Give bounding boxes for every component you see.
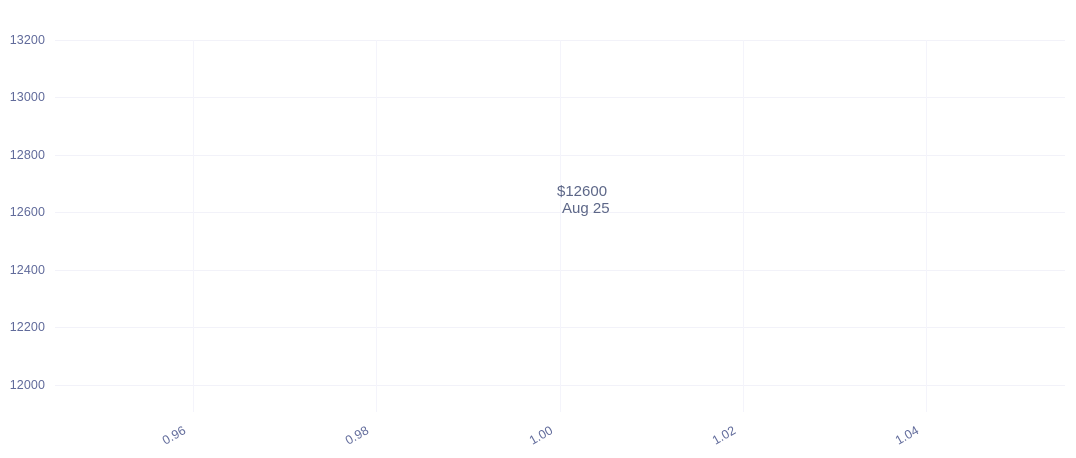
y-axis-tick-label: 12000 <box>9 378 45 392</box>
data-point-annotation: $12600 Aug 25 <box>557 183 610 217</box>
y-axis-tick-label: 13000 <box>9 90 45 104</box>
y-axis-tick-label: 12800 <box>9 148 45 162</box>
y-axis-tick-label: 12400 <box>9 263 45 277</box>
x-axis-tick-label: 1.02 <box>709 423 739 448</box>
y-axis-tick-label: 12200 <box>9 320 45 334</box>
gridline-vertical <box>926 40 927 412</box>
gridline-vertical <box>193 40 194 412</box>
x-axis-tick-label: 0.96 <box>159 423 189 448</box>
gridline-vertical <box>560 40 561 412</box>
x-axis-tick-label: 1.00 <box>526 423 556 448</box>
x-axis-tick-label: 0.98 <box>342 423 372 448</box>
annotation-date: Aug 25 <box>562 200 610 217</box>
annotation-value: $12600 <box>557 183 608 200</box>
gridline-vertical <box>376 40 377 412</box>
plot-area: 13200 13000 12800 12600 12400 12200 1200… <box>10 34 1065 412</box>
gridline-vertical <box>743 40 744 412</box>
y-axis-tick-label: 13200 <box>9 33 45 47</box>
x-axis-tick-label: 1.04 <box>892 423 922 448</box>
y-axis-tick-label: 12600 <box>9 205 45 219</box>
